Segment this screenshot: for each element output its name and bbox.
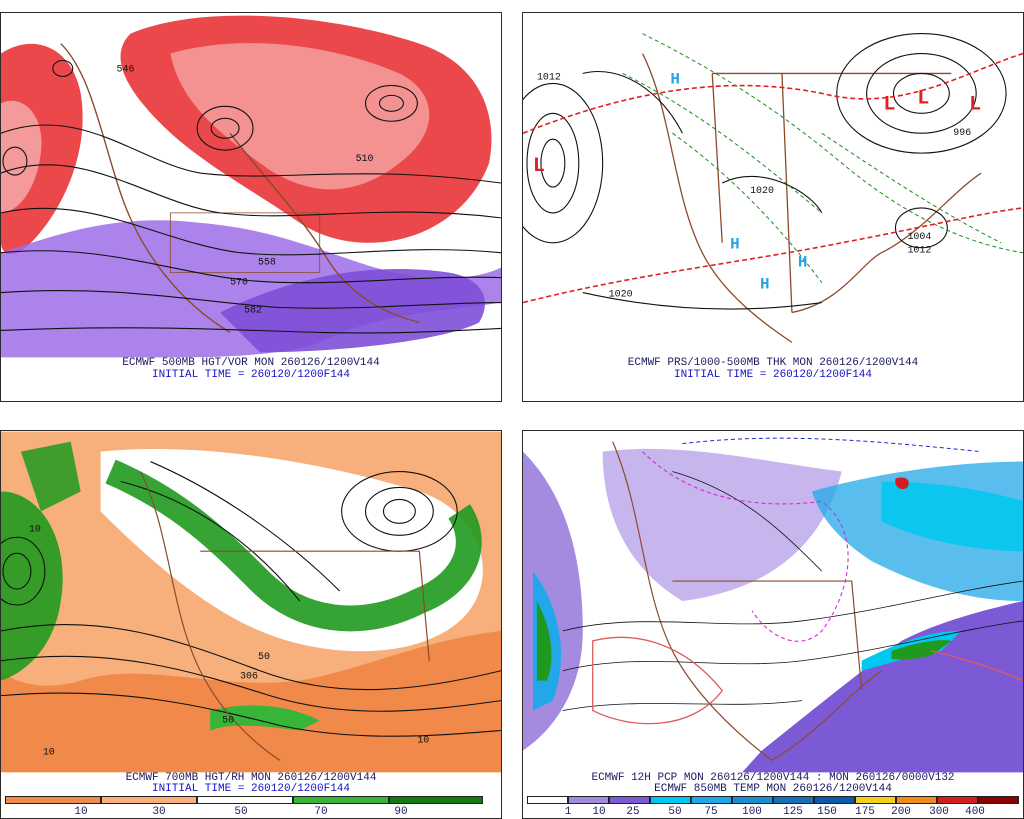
colorbar-segment <box>691 796 732 804</box>
colorbar-segment <box>197 796 293 804</box>
colorbar-segment <box>101 796 197 804</box>
contour-label: 510 <box>356 153 374 164</box>
colorbar-label: 150 <box>817 806 837 818</box>
high-pressure-mark: H <box>798 254 808 272</box>
colorbar-segment <box>855 796 896 804</box>
high-pressure-mark: H <box>730 236 740 254</box>
contour-label: 996 <box>953 127 971 138</box>
colorbar-label: 300 <box>929 806 949 818</box>
colorbar-label: 400 <box>965 806 985 818</box>
colorbar-segment <box>389 796 483 804</box>
colorbar-label: 200 <box>891 806 911 818</box>
contour-label: 306 <box>240 671 258 682</box>
colorbar-label: 1 <box>564 806 572 818</box>
panel-precip-850mb-temp: ECMWF 12H PCP MON 260126/1200V144 : MON … <box>522 430 1024 819</box>
contour-label: 558 <box>258 257 276 268</box>
panel-caption: ECMWF 700MB HGT/RH MON 260126/1200V144 <box>125 772 377 784</box>
colorbar-label: 25 <box>626 806 640 818</box>
colorbar-label: 100 <box>742 806 762 818</box>
initial-time-label: INITIAL TIME = 260120/1200F144 <box>673 369 873 381</box>
panel-pressure-thickness: 1012 1020 1020 1004 1012 996 L L L L H H… <box>522 12 1024 402</box>
low-pressure-mark: L <box>533 154 545 177</box>
colorbar-label: 175 <box>855 806 875 818</box>
colorbar-segment <box>609 796 650 804</box>
contour-label: 582 <box>244 304 262 315</box>
precip-colorbar: 1 10 25 50 75 100 125 150 175 200 300 40… <box>527 796 1019 818</box>
initial-time-label: INITIAL TIME = 260120/1200F144 <box>151 369 351 381</box>
contour-label: 50 <box>222 715 234 726</box>
panel-caption: ECMWF 12H PCP MON 260126/1200V144 : MON … <box>591 772 955 784</box>
map-precip-850mb-temp <box>523 431 1023 773</box>
high-pressure-mark: H <box>670 70 680 88</box>
colorbar-segment <box>293 796 389 804</box>
contour-label: 1020 <box>750 185 774 196</box>
low-pressure-mark: L <box>884 92 896 115</box>
rh-colorbar: 10 30 50 70 90 <box>5 796 483 818</box>
panel-700mb-height-rh: 10 10 50 306 50 10 ECMWF 700MB HGT/RH MO… <box>0 430 502 819</box>
panel-caption-secondary: ECMWF 850MB TEMP MON 260126/1200V144 <box>654 783 892 795</box>
contour-label: 1020 <box>609 289 633 300</box>
map-700mb-relative-humidity: 10 10 50 306 50 10 <box>1 431 501 773</box>
contour-label: 10 <box>29 523 41 534</box>
panel-500mb-height-vorticity: 546 510 558 570 582 ECMWF 500MB HGT/VOR … <box>0 12 502 402</box>
contour-label: 10 <box>417 734 429 745</box>
colorbar-label: 50 <box>668 806 682 818</box>
high-pressure-mark: H <box>760 276 770 294</box>
panel-caption: ECMWF 500MB HGT/VOR MON 260126/1200V144 <box>122 357 380 369</box>
colorbar-segment <box>732 796 773 804</box>
low-pressure-mark: L <box>969 92 981 115</box>
contour-label: 1012 <box>537 71 561 82</box>
low-pressure-mark: L <box>917 86 929 109</box>
colorbar-segment <box>650 796 691 804</box>
colorbar-segment <box>527 796 568 804</box>
contour-label: 50 <box>258 651 270 662</box>
colorbar-segment <box>937 796 978 804</box>
colorbar-segment <box>568 796 609 804</box>
colorbar-segment <box>978 796 1019 804</box>
colorbar-segment <box>814 796 855 804</box>
colorbar-label: 125 <box>783 806 803 818</box>
contour-label: 1004 <box>907 231 931 242</box>
colorbar-label: 10 <box>74 806 88 818</box>
colorbar-segment <box>896 796 937 804</box>
contour-label: 546 <box>117 63 135 74</box>
contour-label: 570 <box>230 277 248 288</box>
initial-time-label: INITIAL TIME = 260120/1200F144 <box>151 783 351 795</box>
contour-label: 1012 <box>907 245 931 256</box>
colorbar-label: 50 <box>234 806 248 818</box>
contour-label: 10 <box>43 746 55 757</box>
panel-caption: ECMWF PRS/1000-500MB THK MON 260126/1200… <box>627 357 919 369</box>
colorbar-segment <box>5 796 101 804</box>
map-500mb-vorticity: 546 510 558 570 582 <box>1 13 501 358</box>
colorbar-label: 10 <box>592 806 606 818</box>
colorbar-segment <box>773 796 814 804</box>
colorbar-label: 90 <box>394 806 408 818</box>
colorbar-label: 70 <box>314 806 328 818</box>
map-pressure-thickness: 1012 1020 1020 1004 1012 996 L L L L H H… <box>523 13 1023 358</box>
colorbar-label: 75 <box>704 806 718 818</box>
colorbar-label: 30 <box>152 806 166 818</box>
